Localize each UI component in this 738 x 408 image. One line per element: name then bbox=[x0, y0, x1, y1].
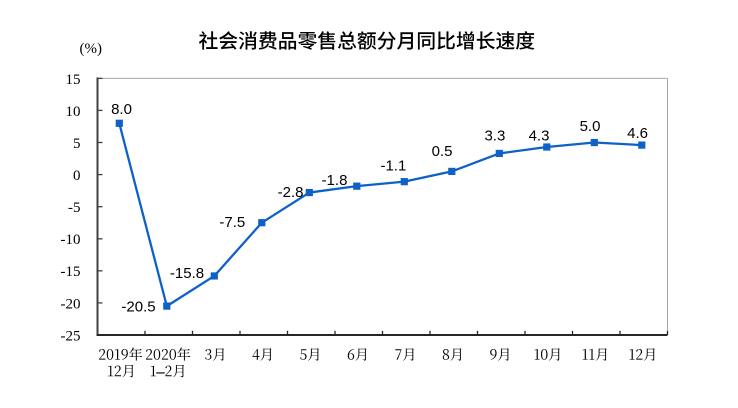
svg-text:4.6: 4.6 bbox=[627, 125, 648, 142]
svg-text:-1.8: -1.8 bbox=[322, 172, 348, 189]
svg-text:3.3: 3.3 bbox=[484, 127, 505, 144]
svg-text:-5: -5 bbox=[68, 200, 81, 216]
svg-text:10: 10 bbox=[66, 104, 81, 120]
svg-text:8.0: 8.0 bbox=[111, 101, 132, 118]
svg-text:-20.5: -20.5 bbox=[121, 298, 155, 315]
svg-text:(%): (%) bbox=[80, 41, 103, 57]
svg-text:-15: -15 bbox=[61, 264, 81, 280]
svg-text:-25: -25 bbox=[61, 328, 81, 344]
svg-text:-2.8: -2.8 bbox=[278, 184, 304, 201]
svg-text:-15.8: -15.8 bbox=[170, 265, 204, 282]
svg-text:-7.5: -7.5 bbox=[219, 214, 245, 231]
svg-text:0: 0 bbox=[73, 168, 81, 184]
svg-text:0.5: 0.5 bbox=[432, 143, 453, 160]
svg-text:-10: -10 bbox=[61, 232, 81, 248]
svg-text:-1.1: -1.1 bbox=[380, 158, 406, 175]
svg-text:5: 5 bbox=[73, 136, 81, 152]
svg-text:5.0: 5.0 bbox=[580, 118, 601, 135]
svg-text:-20: -20 bbox=[61, 296, 81, 312]
svg-text:4.3: 4.3 bbox=[529, 127, 550, 144]
svg-text:15: 15 bbox=[66, 72, 81, 88]
